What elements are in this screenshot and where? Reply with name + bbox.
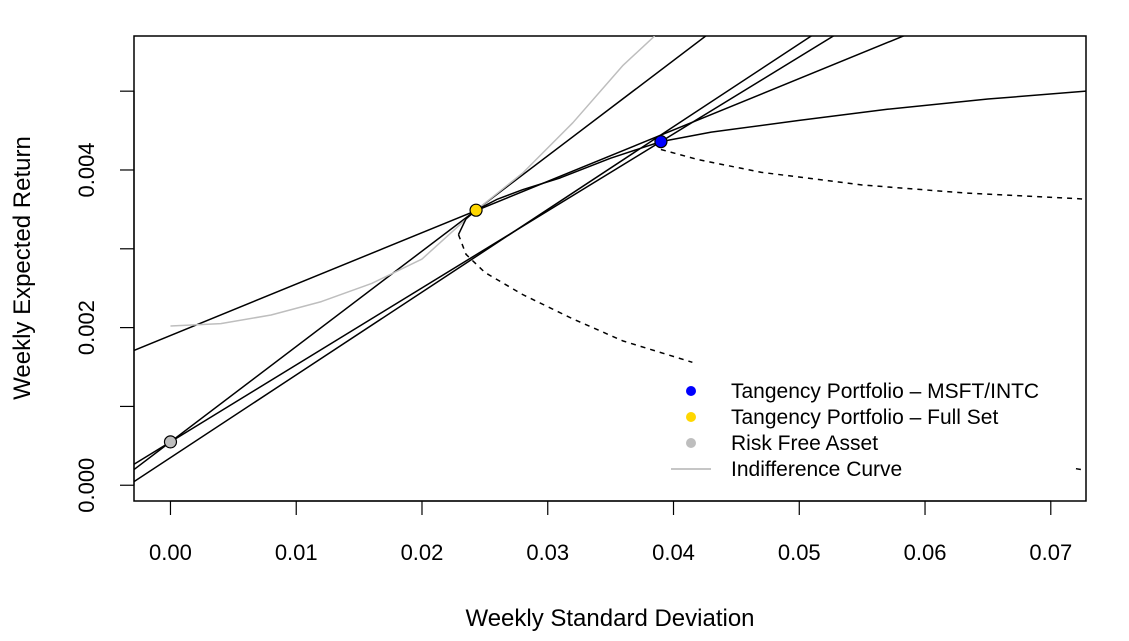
x-tick-label: 0.07: [1029, 540, 1072, 565]
frontier-upper-dashed: [660, 148, 1086, 200]
legend-marker-2: [686, 438, 696, 448]
efficient-frontier: [457, 90, 1086, 235]
cml-msft-intc-1: [134, 36, 835, 465]
x-tick-label: 0.00: [149, 540, 192, 565]
tangent-line-2: [134, 36, 813, 483]
frontier-lower-dashed-tail: [1075, 467, 1086, 472]
legend-marker-1: [686, 412, 696, 422]
legend-label-2: Risk Free Asset: [731, 432, 878, 455]
x-tick-label: 0.03: [526, 540, 569, 565]
x-tick-label: 0.01: [275, 540, 318, 565]
cml-full-set-0: [134, 36, 707, 471]
plot-frame: [133, 35, 1087, 502]
series-layer: [134, 36, 1086, 483]
x-tick-label: 0.06: [904, 540, 947, 565]
x-tick-label: 0.04: [652, 540, 695, 565]
indifference-curve: [170, 36, 656, 327]
frontier-lower-dashed: [457, 234, 693, 364]
x-axis-label: Weekly Standard Deviation: [465, 605, 754, 632]
x-tick-label: 0.02: [401, 540, 444, 565]
y-axis: 0.000 0.002 0.004: [74, 90, 135, 513]
tangent-line-3: [134, 36, 906, 352]
legend: Tangency Portfolio – MSFT/INTC Tangency P…: [671, 380, 1039, 481]
legend-marker-0: [686, 386, 696, 396]
point-0: [654, 135, 668, 149]
y-tick-label: 0.000: [74, 458, 99, 513]
x-tick-label: 0.05: [778, 540, 821, 565]
y-axis-label: Weekly Expected Return: [9, 136, 36, 400]
legend-label-3: Indifference Curve: [731, 458, 902, 481]
y-tick-label: 0.004: [74, 142, 99, 197]
points-layer: [163, 135, 668, 449]
point-2: [163, 435, 178, 449]
legend-label-1: Tangency Portfolio – Full Set: [731, 406, 998, 429]
x-axis: 0.00 0.01 0.02 0.03 0.04 0.05 0.06 0.07: [149, 500, 1072, 565]
legend-label-0: Tangency Portfolio – MSFT/INTC: [731, 380, 1039, 403]
y-tick-label: 0.002: [74, 300, 99, 355]
point-1: [469, 203, 483, 217]
